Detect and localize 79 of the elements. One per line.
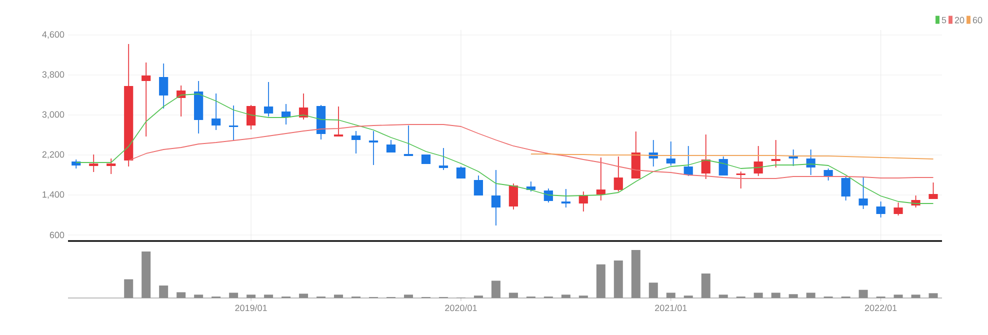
candlestick [351, 130, 361, 154]
candlestick [614, 156, 623, 192]
candlestick [142, 62, 151, 137]
candlestick [824, 168, 833, 181]
bar [124, 279, 134, 298]
bar [754, 292, 763, 298]
candlestick [264, 82, 274, 117]
bar [561, 294, 570, 298]
bar [508, 292, 518, 298]
candlestick [368, 130, 378, 166]
candlestick [474, 175, 484, 196]
candlestick [701, 134, 710, 180]
candlestick [246, 104, 256, 130]
x-tick-label: 2021/01 [655, 304, 687, 312]
y-tick-label: 4,600 [42, 31, 64, 39]
bar [578, 296, 588, 298]
bar [771, 292, 780, 298]
bar [701, 274, 710, 298]
candlestick [544, 188, 553, 203]
candlestick [561, 188, 570, 208]
bar [491, 280, 500, 298]
y-tick-label: 3,000 [42, 111, 64, 119]
bar [299, 294, 308, 298]
x-tick-label: 2020/01 [445, 304, 477, 312]
bar [614, 260, 623, 298]
candlestick [754, 146, 763, 176]
x-tick-label: 2022/01 [864, 304, 897, 312]
candlestick [596, 157, 606, 201]
bar [264, 294, 274, 298]
candlestick [106, 158, 116, 174]
bar [474, 296, 483, 298]
y-tick-label: 3,800 [42, 71, 64, 79]
bar [684, 296, 693, 298]
candlestick [508, 183, 518, 210]
bar [142, 251, 151, 298]
bar [718, 294, 728, 298]
bar [631, 250, 640, 298]
x-tick-label: 2019/01 [235, 304, 267, 312]
y-tick-label: 600 [50, 232, 64, 238]
candlestick [841, 176, 850, 201]
candlestick [858, 176, 868, 210]
candlestick [771, 140, 780, 168]
bar [806, 292, 816, 298]
candlestick [386, 140, 396, 153]
candlestick [438, 148, 448, 170]
bar [194, 294, 204, 298]
candlestick [159, 63, 168, 109]
candlestick [928, 182, 938, 200]
bar [858, 290, 868, 298]
bar [176, 292, 186, 298]
y-tick-label: 1,400 [42, 191, 64, 199]
bar [596, 264, 606, 298]
bar [894, 294, 903, 298]
candlestick [334, 106, 344, 137]
legend-label: 60 [972, 16, 982, 24]
bar [229, 292, 238, 298]
bar [246, 294, 256, 298]
candlestick [491, 170, 500, 226]
bar [666, 292, 676, 298]
bar [334, 294, 344, 298]
bar [159, 286, 168, 298]
bar [648, 282, 658, 298]
legend-label: 20 [954, 16, 964, 24]
bar [928, 293, 938, 298]
candlestick [229, 105, 238, 140]
legend-label: 5 [942, 16, 946, 24]
candlestick [684, 146, 693, 176]
bar [788, 294, 798, 298]
candlestick [894, 202, 903, 216]
candlestick [736, 171, 746, 189]
candlestick [89, 154, 98, 172]
candlestick [666, 141, 676, 166]
candlestick [212, 93, 221, 130]
y-tick-label: 2,200 [42, 151, 64, 159]
candlestick [788, 149, 798, 166]
candlestick [404, 125, 414, 156]
bar [911, 294, 920, 298]
candlestick [876, 201, 886, 218]
bar [404, 294, 413, 298]
